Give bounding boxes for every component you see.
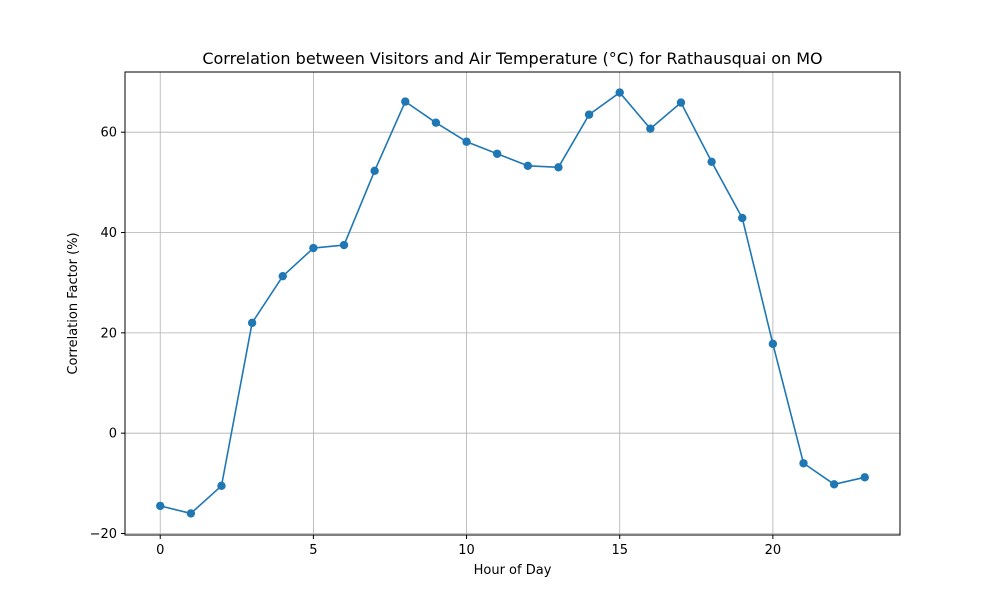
data-point bbox=[370, 166, 379, 176]
plot-frame bbox=[124, 71, 901, 536]
data-point bbox=[401, 97, 410, 106]
series-line bbox=[160, 91, 865, 515]
data-point bbox=[768, 339, 778, 349]
data-point bbox=[646, 124, 655, 133]
x-tick-label: 10 bbox=[458, 543, 475, 558]
data-point bbox=[217, 481, 226, 491]
x-tick-label: 15 bbox=[611, 543, 628, 558]
data-point bbox=[523, 161, 533, 171]
x-tick-label: 5 bbox=[309, 543, 317, 558]
data-point bbox=[738, 213, 747, 223]
data-point bbox=[431, 118, 441, 127]
ticks: 0 5 10 15 20 −20 0 20 40 60 bbox=[90, 126, 782, 558]
x-tick-label: 0 bbox=[156, 543, 164, 558]
data-point bbox=[309, 243, 318, 253]
data-point bbox=[676, 98, 686, 107]
data-point bbox=[156, 501, 165, 511]
data-point bbox=[247, 318, 257, 328]
y-tick-label: 20 bbox=[100, 326, 117, 341]
data-point bbox=[707, 157, 716, 166]
data-point bbox=[492, 149, 502, 158]
x-tick-label: 20 bbox=[765, 543, 782, 558]
data-point bbox=[186, 509, 196, 518]
y-tick-label: 0 bbox=[109, 427, 117, 442]
y-tick-label: −20 bbox=[90, 527, 117, 542]
y-tick-label: 60 bbox=[100, 126, 117, 141]
x-axis-label: Hour of Day bbox=[474, 563, 552, 578]
data-point bbox=[554, 163, 563, 172]
data-point bbox=[339, 240, 349, 250]
data-point bbox=[584, 110, 594, 119]
data-point bbox=[615, 88, 624, 97]
y-axis-label: Correlation Factor (%) bbox=[66, 232, 81, 374]
data-point bbox=[278, 271, 287, 281]
data-point bbox=[829, 480, 839, 489]
series-layer bbox=[156, 88, 869, 518]
chart-title: Correlation between Visitors and Air Tem… bbox=[202, 49, 822, 68]
data-point bbox=[799, 459, 808, 468]
data-point bbox=[462, 137, 471, 146]
grid bbox=[125, 72, 900, 535]
y-tick-label: 40 bbox=[100, 226, 117, 241]
data-point bbox=[860, 473, 869, 482]
